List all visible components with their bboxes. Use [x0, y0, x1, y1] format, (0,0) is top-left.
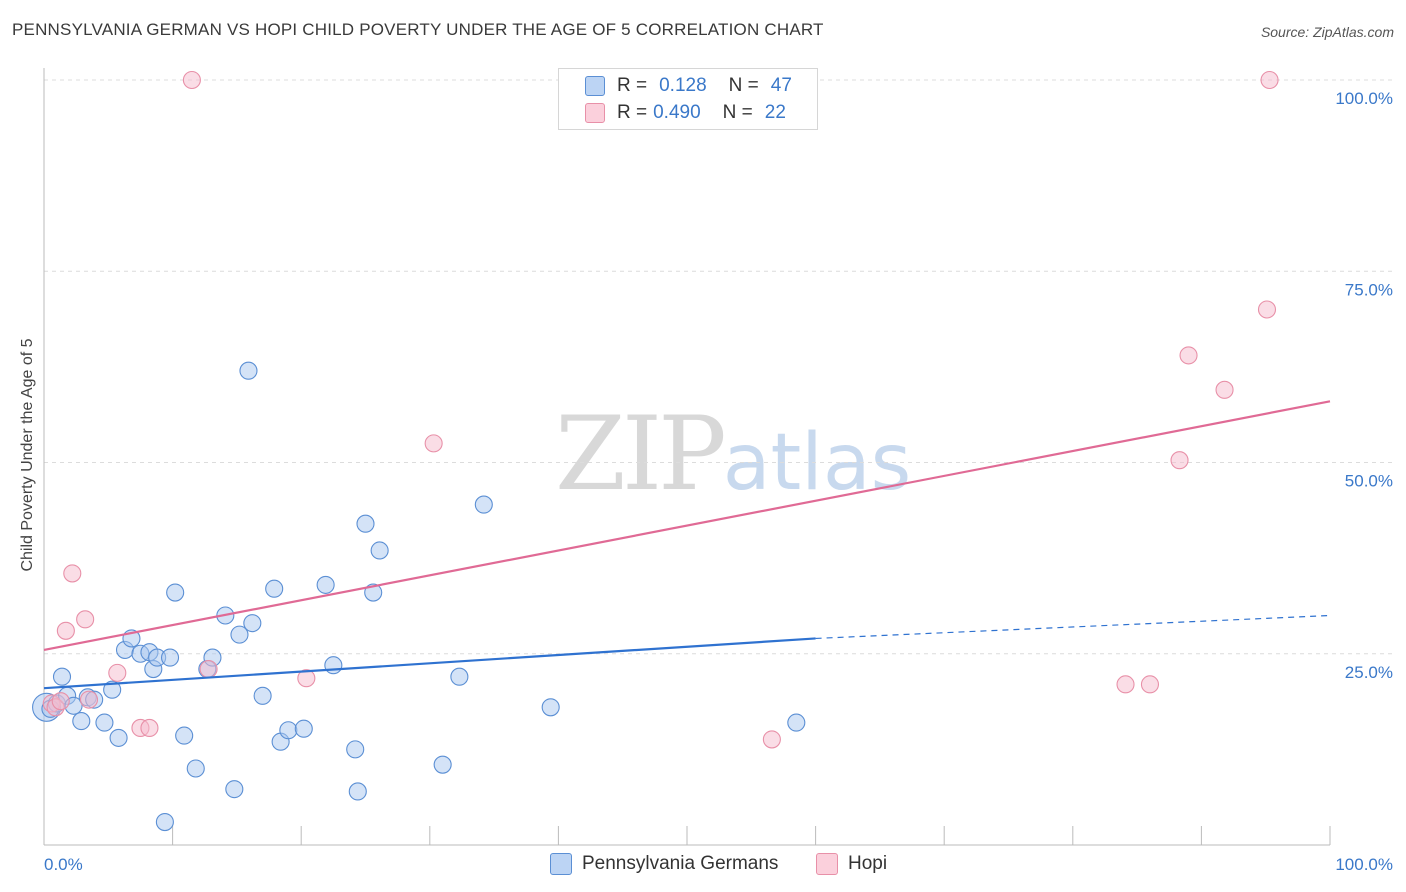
- hopi-point: [1170, 451, 1189, 470]
- hopi-point: [56, 621, 75, 640]
- legend-n-value: 22: [764, 102, 786, 123]
- hopi-point: [199, 659, 218, 679]
- pennsylvania-german-point: [109, 728, 128, 747]
- pennsylvania-german-point: [155, 812, 174, 832]
- hopi-point: [140, 718, 159, 738]
- pennsylvania-german-point: [95, 713, 114, 732]
- legend-n-label: N =: [728, 75, 759, 96]
- bottom-legend-label: Pennsylvania Germans: [582, 853, 779, 874]
- pennsylvania-german-point: [166, 583, 185, 602]
- pennsylvania-german-point: [433, 755, 452, 774]
- pennsylvania-german-point: [474, 495, 493, 514]
- pennsylvania-german-point: [316, 575, 335, 594]
- hopi-point: [1257, 300, 1277, 319]
- hopi-trend-line: [43, 400, 1331, 652]
- pennsylvania-german-point: [72, 712, 91, 731]
- hopi-point: [79, 690, 99, 709]
- hopi-point: [1215, 380, 1234, 399]
- hopi-point: [76, 610, 95, 629]
- hopi-point: [762, 730, 781, 749]
- pennsylvania-german-point: [186, 759, 205, 778]
- legend-r-label: R =: [617, 102, 648, 123]
- legend-n-value: 47: [770, 75, 792, 96]
- pennsylvania-german-point: [348, 782, 367, 801]
- pennsylvania-german-point: [787, 713, 806, 732]
- pennsylvania-german-point: [294, 719, 313, 738]
- pennsylvania-german-point: [279, 721, 298, 740]
- pennsylvania-german-point: [356, 514, 375, 533]
- pennsylvania-german-point: [243, 614, 262, 633]
- bottom-legend-pennsylvania-germans: Pennsylvania Germans: [550, 851, 778, 877]
- pennsylvania-german-trend-extension: [815, 614, 1331, 640]
- pennsylvania-german-point: [103, 680, 122, 699]
- pennsylvania-german-point: [253, 686, 272, 705]
- pennsylvania-german-point: [364, 583, 383, 602]
- y-tick-label: 100.0%: [1335, 89, 1393, 108]
- x-tick-label: 0.0%: [44, 855, 83, 874]
- legend-n-label: N =: [722, 102, 753, 123]
- pennsylvania-german-point: [370, 541, 389, 560]
- bottom-legend-label: Hopi: [848, 853, 888, 874]
- hopi-point: [51, 692, 70, 711]
- legend-row-hopi: R = 0.490 N = 22: [585, 100, 786, 126]
- chart-title: PENNSYLVANIA GERMAN VS HOPI CHILD POVERT…: [12, 20, 824, 39]
- y-tick-label: 75.0%: [1345, 280, 1393, 299]
- legend-swatch-pink: [585, 103, 605, 123]
- pennsylvania-german-point: [265, 579, 284, 598]
- hopi-point: [424, 434, 443, 453]
- legend-r-value: 0.128: [659, 75, 707, 96]
- pennsylvania-german-point: [52, 667, 72, 686]
- hopi-point: [1140, 675, 1160, 694]
- pennsylvania-german-trend-line: [43, 637, 816, 690]
- y-tick-label: 50.0%: [1345, 472, 1393, 491]
- legend-swatch-blue: [585, 76, 605, 96]
- legend-r-value: 0.490: [653, 102, 701, 123]
- bottom-legend-swatch-blue: [550, 853, 572, 875]
- source-label: Source: ZipAtlas.com: [1260, 24, 1394, 40]
- pennsylvania-german-point: [346, 740, 365, 759]
- pennsylvania-german-point: [160, 648, 180, 667]
- y-tick-label: 25.0%: [1345, 663, 1393, 682]
- bottom-legend-swatch-pink: [816, 853, 838, 875]
- pennsylvania-german-point: [230, 625, 249, 644]
- bottom-legend-hopi: Hopi: [816, 851, 887, 877]
- hopi-point: [108, 663, 127, 682]
- watermark-zip: ZIP: [555, 395, 727, 514]
- hopi-point: [297, 669, 316, 688]
- hopi-point: [1116, 675, 1135, 694]
- pennsylvania-german-point: [541, 698, 560, 717]
- hopi-point: [63, 564, 82, 583]
- pennsylvania-german-point: [225, 780, 244, 799]
- hopi-point: [182, 70, 201, 90]
- stats-legend: R = 0.128 N = 47 R = 0.490 N = 22: [558, 68, 818, 130]
- hopi-point: [1260, 70, 1279, 90]
- pennsylvania-german-point: [450, 667, 469, 686]
- pennsylvania-german-point: [324, 656, 343, 675]
- pennsylvania-german-point: [239, 361, 258, 380]
- pennsylvania-german-point: [175, 726, 194, 745]
- legend-r-label: R =: [617, 75, 648, 96]
- legend-row-pennsylvania-germans: R = 0.128 N = 47: [585, 73, 792, 99]
- hopi-point: [1179, 346, 1198, 365]
- x-tick-label: 100.0%: [1335, 855, 1393, 874]
